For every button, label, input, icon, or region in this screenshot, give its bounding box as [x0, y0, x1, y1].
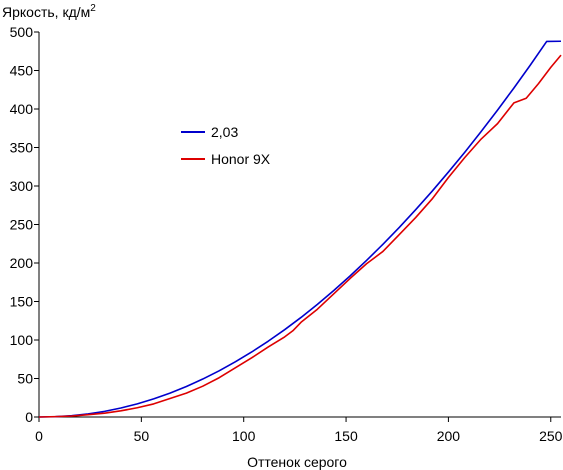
y-tick-label: 250	[10, 217, 34, 233]
x-tick-label: 100	[232, 428, 256, 444]
y-tick-label: 450	[10, 63, 34, 79]
x-tick-label: 50	[134, 428, 150, 444]
series-line-1	[38, 40, 562, 418]
y-tick-label: 200	[10, 255, 34, 271]
x-tick-label: 150	[334, 428, 358, 444]
x-tick-label: 250	[539, 428, 563, 444]
y-tick-label: 300	[10, 178, 34, 194]
axes: 0 50 100 150 200 250 300 350 400 450 500 0 50 100 150 2…	[10, 24, 563, 444]
y-axis-title-text: Яркость, кд/м	[2, 4, 90, 20]
legend-label: 2,03	[211, 124, 238, 140]
legend: 2,03 Honor 9X	[181, 124, 271, 167]
y-tick-label: 0	[25, 409, 33, 425]
y-axis-title-superscript: 2	[90, 3, 96, 14]
y-tick-label: 400	[10, 101, 34, 117]
series-line-2	[38, 54, 562, 418]
y-tick-label: 50	[17, 371, 33, 387]
series-layer	[38, 40, 562, 418]
y-tick-label: 150	[10, 294, 34, 310]
y-tick-label: 500	[10, 24, 34, 40]
y-tick-label: 100	[10, 332, 34, 348]
x-tick-label: 0	[35, 428, 43, 444]
x-axis-title: Оттенок серого	[247, 454, 347, 470]
x-tick-label: 200	[437, 428, 461, 444]
y-tick-label: 350	[10, 140, 34, 156]
legend-label: Honor 9X	[211, 151, 271, 167]
y-axis-title: Яркость, кд/м2	[2, 3, 96, 20]
